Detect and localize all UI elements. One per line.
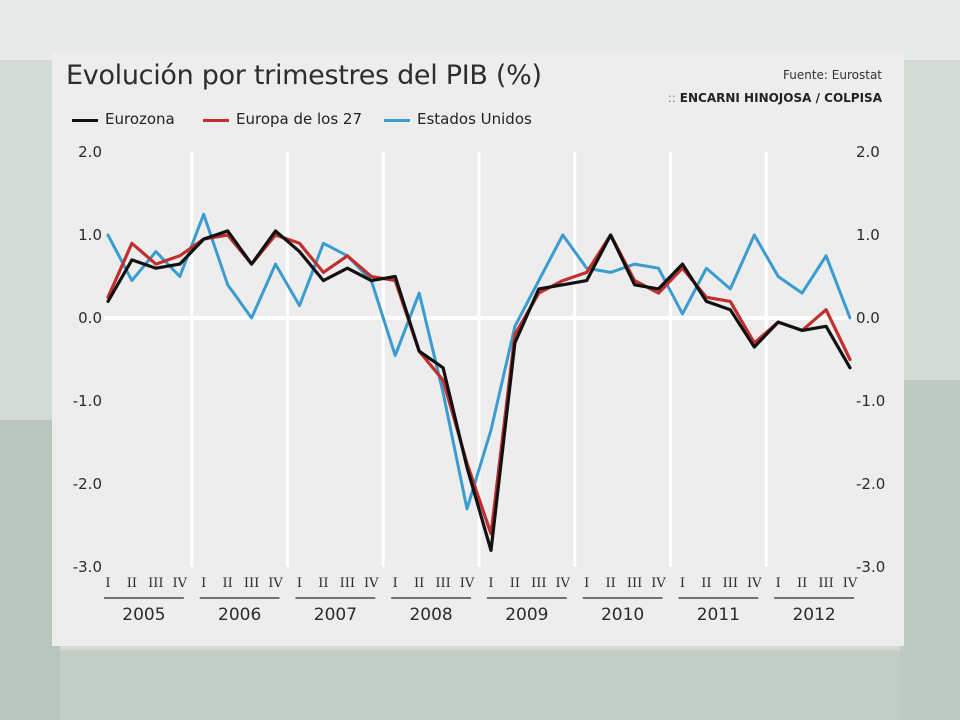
quarter-tick-label: IV (651, 576, 666, 591)
quarter-tick-label: II (318, 576, 328, 591)
y-tick-label-right: -1.0 (856, 392, 885, 410)
y-tick-label-left: -2.0 (73, 475, 102, 493)
year-label: 2012 (792, 605, 835, 625)
quarter-tick-label: II (223, 576, 233, 591)
quarter-tick-label: III (244, 576, 259, 591)
y-tick-label-right: -2.0 (856, 475, 885, 493)
legend-swatch-eurozona (72, 119, 98, 122)
quarter-tick-label: IV (843, 576, 858, 591)
quarter-tick-label: II (606, 576, 616, 591)
quarter-tick-label: I (488, 576, 493, 591)
quarter-tick-label: II (701, 576, 711, 591)
quarter-tick-label: IV (460, 576, 475, 591)
year-label: 2007 (314, 605, 357, 625)
quarter-tick-label: III (531, 576, 546, 591)
year-label: 2009 (505, 605, 548, 625)
credit-text: ENCARNI HINOJOSA / COLPISA (679, 91, 882, 105)
chart-card: Evolución por trimestres del PIB (%) Fue… (52, 52, 904, 646)
quarter-tick-label: IV (747, 576, 762, 591)
legend-label-eurozona: Eurozona (105, 110, 175, 128)
legend-label-estados-unidos: Estados Unidos (417, 110, 532, 128)
y-tick-label-right: -3.0 (856, 558, 885, 576)
quarter-tick-label: I (297, 576, 302, 591)
year-label: 2006 (218, 605, 261, 625)
y-tick-label-left: 1.0 (78, 226, 102, 244)
quarter-tick-label: III (818, 576, 833, 591)
quarter-tick-label: II (510, 576, 520, 591)
legend-swatch-europa-27 (203, 119, 229, 122)
y-tick-label-left: 0.0 (78, 309, 102, 327)
quarter-tick-label: IV (173, 576, 188, 591)
quarter-tick-label: I (105, 576, 110, 591)
quarter-tick-label: IV (364, 576, 379, 591)
quarter-tick-label: III (627, 576, 642, 591)
quarter-tick-label: I (584, 576, 589, 591)
source-note: Fuente: Eurostat (783, 68, 882, 82)
series-line-eurozona (106, 229, 852, 552)
year-label: 2011 (697, 605, 740, 625)
year-label: 2005 (122, 605, 165, 625)
line-chart: 2.0 2.0 1.0 1.0 0.0 0.0 -1.0 -1.0 -2.0 -2.0 -3.0 -3… (73, 143, 886, 625)
quarter-tick-label: IV (268, 576, 283, 591)
y-tick-label-right: 0.0 (856, 309, 880, 327)
quarter-tick-label: III (723, 576, 738, 591)
y-tick-label-left: -3.0 (73, 558, 102, 576)
year-label: 2008 (409, 605, 452, 625)
legend-label-europa-27: Europa de los 27 (236, 110, 363, 128)
quarter-tick-label: II (797, 576, 807, 591)
quarter-tick-label: II (127, 576, 137, 591)
quarter-tick-label: II (414, 576, 424, 591)
credit-note: :: ENCARNI HINOJOSA / COLPISA (668, 91, 882, 105)
quarter-tick-label: I (680, 576, 685, 591)
y-tick-label-left: -1.0 (73, 392, 102, 410)
credit-prefix: :: (667, 91, 676, 105)
year-label: 2010 (601, 605, 644, 625)
y-tick-label-right: 2.0 (856, 143, 880, 161)
y-tick-label-right: 1.0 (856, 226, 880, 244)
y-tick-label-left: 2.0 (78, 143, 102, 161)
quarter-tick-label: IV (556, 576, 571, 591)
legend-swatch-estados-unidos (384, 119, 410, 122)
chart-title: Evolución por trimestres del PIB (%) (66, 60, 542, 91)
quarter-tick-label: III (435, 576, 450, 591)
quarter-tick-label: I (201, 576, 206, 591)
series-line-estados-unidos (106, 212, 852, 511)
quarter-tick-label: I (393, 576, 398, 591)
quarter-tick-label: I (776, 576, 781, 591)
quarter-tick-label: III (340, 576, 355, 591)
series-line-europa-de-los-27 (106, 233, 852, 536)
quarter-tick-label: III (148, 576, 163, 591)
